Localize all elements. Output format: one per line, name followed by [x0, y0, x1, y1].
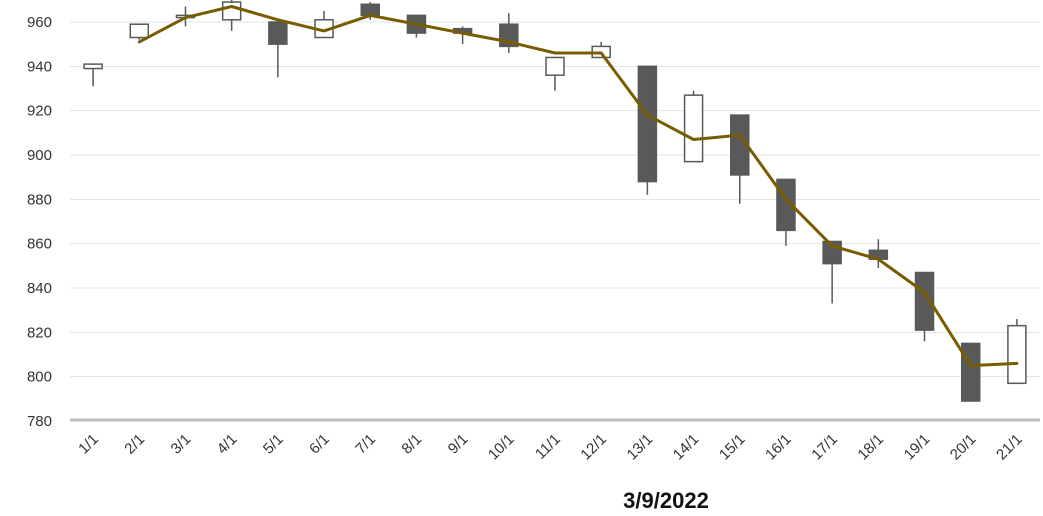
candle-13/1: [637, 65, 658, 195]
candle-body: [268, 21, 288, 45]
x-tick-label-4: 4/1: [214, 431, 241, 458]
x-tick-label-19: 19/1: [901, 431, 934, 464]
candle-body: [1007, 324, 1027, 385]
x-tick-label-1: 1/1: [75, 431, 102, 458]
candle-4/1: [221, 0, 242, 31]
candle-15/1: [730, 114, 750, 204]
y-tick-label-860: 860: [27, 236, 52, 253]
x-tick-label-6: 6/1: [306, 431, 333, 458]
trend-line-layer: [137, 5, 1019, 368]
x-tick-label-16: 16/1: [762, 431, 795, 464]
candles: [83, 0, 1027, 402]
y-tick-label-900: 900: [27, 147, 52, 164]
candle-body: [683, 94, 704, 163]
x-tick-label-2: 2/1: [121, 431, 148, 458]
x-tick-label-11: 11/1: [532, 431, 564, 463]
x-tick-label-21: 21/1: [993, 431, 1026, 464]
candle-body: [545, 56, 565, 76]
y-tick-label-940: 940: [27, 58, 52, 75]
x-tick-label-13: 13/1: [624, 431, 657, 464]
x-axis-title: 3/9/2022: [623, 488, 709, 513]
y-tick-label-780: 780: [27, 413, 52, 430]
x-tick-label-3: 3/1: [168, 431, 195, 458]
candle-11/1: [545, 56, 565, 91]
candle-5/1: [268, 21, 288, 78]
candle-body: [129, 23, 150, 39]
y-tick-label-960: 960: [27, 14, 52, 31]
y-tick-label-920: 920: [27, 103, 52, 120]
candle-6/1: [314, 10, 334, 39]
candle-1/1: [83, 63, 103, 87]
candle-body: [637, 65, 658, 183]
candle-body: [360, 3, 380, 17]
candle-body: [83, 63, 103, 70]
x-tick-label-8: 8/1: [398, 431, 425, 458]
candle-14/1: [683, 90, 704, 163]
trend-line-0: [137, 5, 1019, 368]
x-tick-label-9: 9/1: [445, 431, 472, 458]
x-tick-label-18: 18/1: [854, 431, 887, 464]
x-tick-label-7: 7/1: [352, 431, 379, 458]
x-tick-label-12: 12/1: [577, 431, 610, 464]
y-tick-label-880: 880: [27, 191, 52, 208]
candle-2/1: [129, 23, 150, 40]
gridlines: [70, 21, 1040, 378]
x-tick-label-14: 14/1: [670, 431, 703, 464]
axis-labels: 780 800 820 840 860 880 900 920 940 960 1/1 2/1 3/1 4…: [27, 14, 1026, 463]
candle-21/1: [1007, 319, 1027, 385]
y-tick-label-840: 840: [27, 280, 52, 297]
x-tick-label-15: 15/1: [716, 431, 749, 464]
x-tick-label-10: 10/1: [485, 431, 518, 464]
x-tick-label-5: 5/1: [260, 431, 287, 458]
candle-20/1: [960, 342, 981, 402]
candle-17/1: [822, 240, 842, 304]
candle-body: [914, 271, 935, 331]
candle-19/1: [914, 271, 935, 342]
candle-10/1: [499, 13, 519, 54]
x-tick-label-17: 17/1: [808, 431, 841, 464]
candle-body: [221, 1, 242, 21]
y-tick-label-800: 800: [27, 369, 52, 386]
x-tick-label-20: 20/1: [947, 431, 980, 464]
candle-body: [960, 342, 981, 402]
y-tick-label-820: 820: [27, 324, 52, 341]
